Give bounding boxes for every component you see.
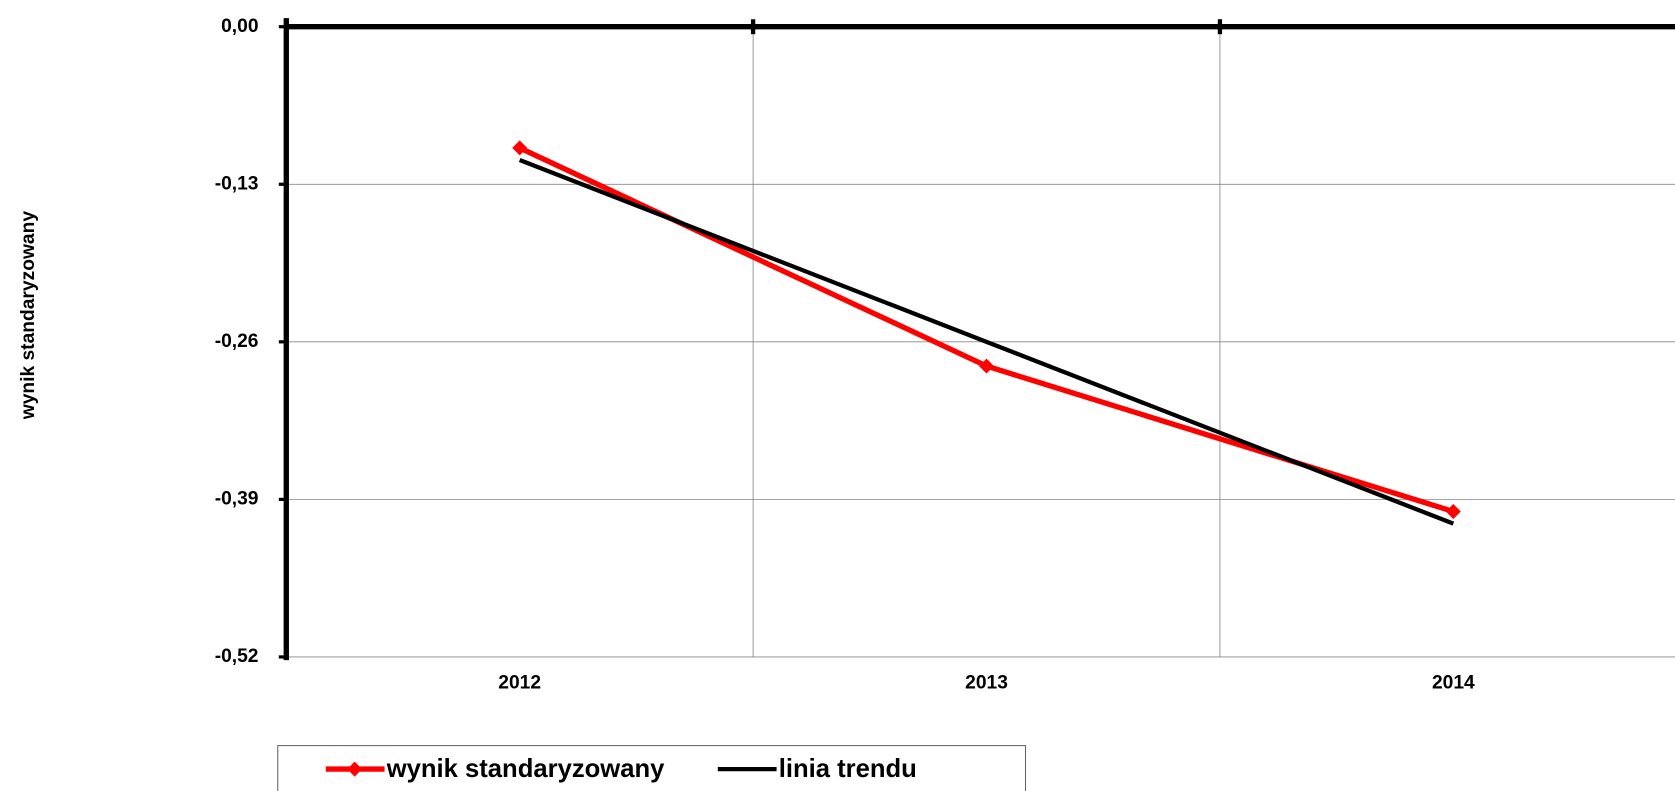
legend-label: wynik standaryzowany (386, 755, 665, 783)
y-tick-label: -0,13 (215, 173, 259, 194)
x-tick-label: 2013 (965, 673, 1008, 694)
y-tick-label: -0,26 (215, 331, 259, 352)
x-tick-label: 2014 (1432, 673, 1475, 694)
marker (512, 140, 528, 156)
legend-box (277, 745, 1027, 791)
series-line (518, 158, 1455, 526)
marker (1445, 504, 1461, 519)
y-tick-label: -0,52 (215, 646, 259, 667)
series-line (518, 145, 1455, 515)
y-axis-label: wynik standaryzowany (18, 211, 39, 421)
y-tick-label: 0,00 (221, 16, 258, 37)
x-tick-label: 2012 (498, 673, 541, 694)
legend-label: linia trendu (779, 755, 917, 783)
y-tick-label: -0,39 (215, 488, 259, 509)
